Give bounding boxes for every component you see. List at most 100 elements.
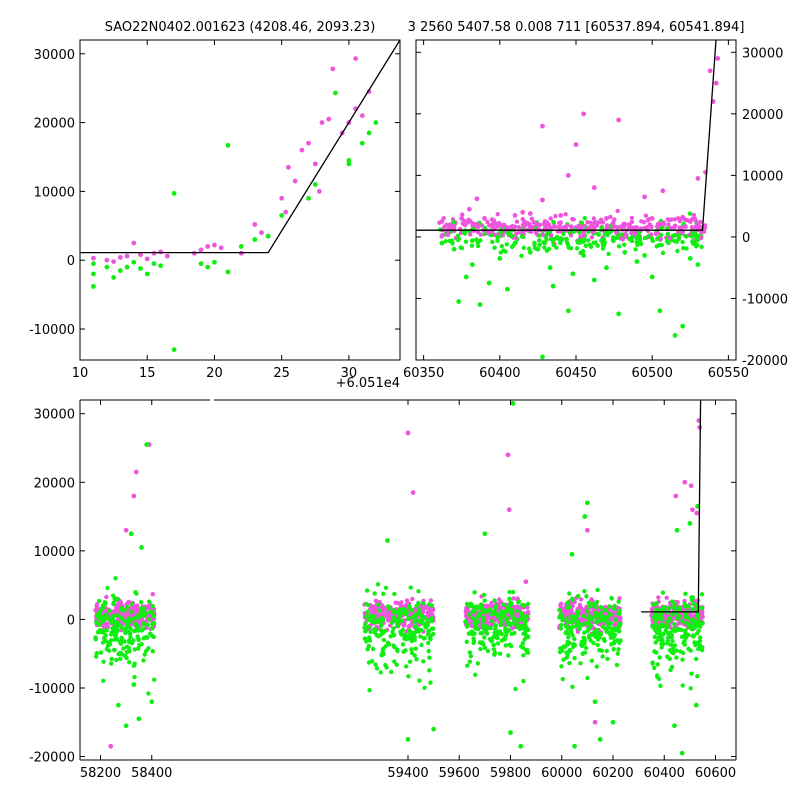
data-point [459,245,465,251]
data-point [489,638,494,644]
data-point [690,607,695,612]
data-point [655,221,661,226]
data-point [615,651,620,656]
data-point [398,618,404,624]
data-point [147,599,152,604]
y-tick-label: 30000 [34,408,75,423]
data-point [429,603,434,608]
data-point [707,68,713,74]
data-point [558,221,563,226]
x-tick-label: 60400 [479,366,520,381]
data-point [557,649,563,655]
data-point [111,259,117,264]
data-point [521,613,526,619]
data-point [463,239,469,244]
data-point [605,656,610,662]
data-point [316,188,322,194]
data-point [385,538,390,543]
data-point [113,621,119,626]
data-point [135,603,140,608]
data-point [544,231,550,237]
x-tick-label: 10 [72,366,89,381]
data-point [579,643,585,649]
data-point [565,242,571,247]
data-point [667,235,673,241]
data-point [592,225,597,230]
data-point [478,232,483,237]
data-point [98,650,104,655]
data-point [482,624,487,630]
data-point [138,609,144,615]
data-point [693,218,698,223]
data-point [495,238,500,243]
data-point [477,302,483,308]
data-point [468,218,473,224]
data-point [572,643,577,648]
data-point [139,642,144,647]
data-point [474,196,480,202]
data-point [518,743,524,749]
data-point [609,642,614,647]
data-point [381,637,387,643]
data-point [503,633,509,638]
data-point [120,652,125,657]
data-point [690,239,695,244]
data-point [495,212,500,217]
data-point [411,615,416,620]
y-tick-label: 20000 [34,476,75,491]
data-point [687,521,693,526]
data-point [553,224,558,229]
data-point [626,222,632,228]
data-point [382,628,388,634]
data-point [117,268,123,273]
data-point [581,614,586,619]
y-tick-label: 20000 [742,108,783,123]
data-point [687,211,693,216]
data-point [473,624,478,629]
zoom-panel-left: 10 15 20 25 30 -10000 0 10000 20000 30000 [29,39,401,381]
data-point [683,611,688,616]
data-point [666,222,671,227]
data-point [501,222,506,228]
data-point [112,647,117,652]
data-point [111,613,116,619]
data-point [495,635,500,641]
data-point [475,661,481,666]
data-point [381,591,386,596]
data-point [466,604,472,609]
data-point [507,596,512,601]
data-point [146,617,152,622]
data-point [466,612,472,617]
data-point [515,617,520,623]
data-point [527,249,533,255]
data-point [700,610,705,615]
data-point [126,599,132,605]
data-point [531,220,536,225]
data-point [690,507,695,513]
data-point [366,624,371,630]
data-point [588,244,594,249]
data-point [508,600,513,605]
data-point [694,656,699,662]
data-point [491,642,496,648]
data-point [489,612,495,617]
data-point [475,240,480,245]
data-point [581,252,587,258]
data-point [527,228,533,234]
data-point [367,688,372,693]
data-point [665,217,670,222]
data-point [407,624,412,629]
data-point [379,623,384,628]
data-point [665,231,671,237]
data-point [586,238,591,243]
data-point [622,242,627,247]
data-point [574,609,580,615]
data-point [408,585,413,590]
data-point [149,699,155,705]
data-point [688,483,694,489]
data-point [500,614,505,619]
data-point [672,332,678,338]
data-point [604,265,609,271]
data-point [656,676,662,682]
y-tick-label: -20000 [742,354,788,369]
